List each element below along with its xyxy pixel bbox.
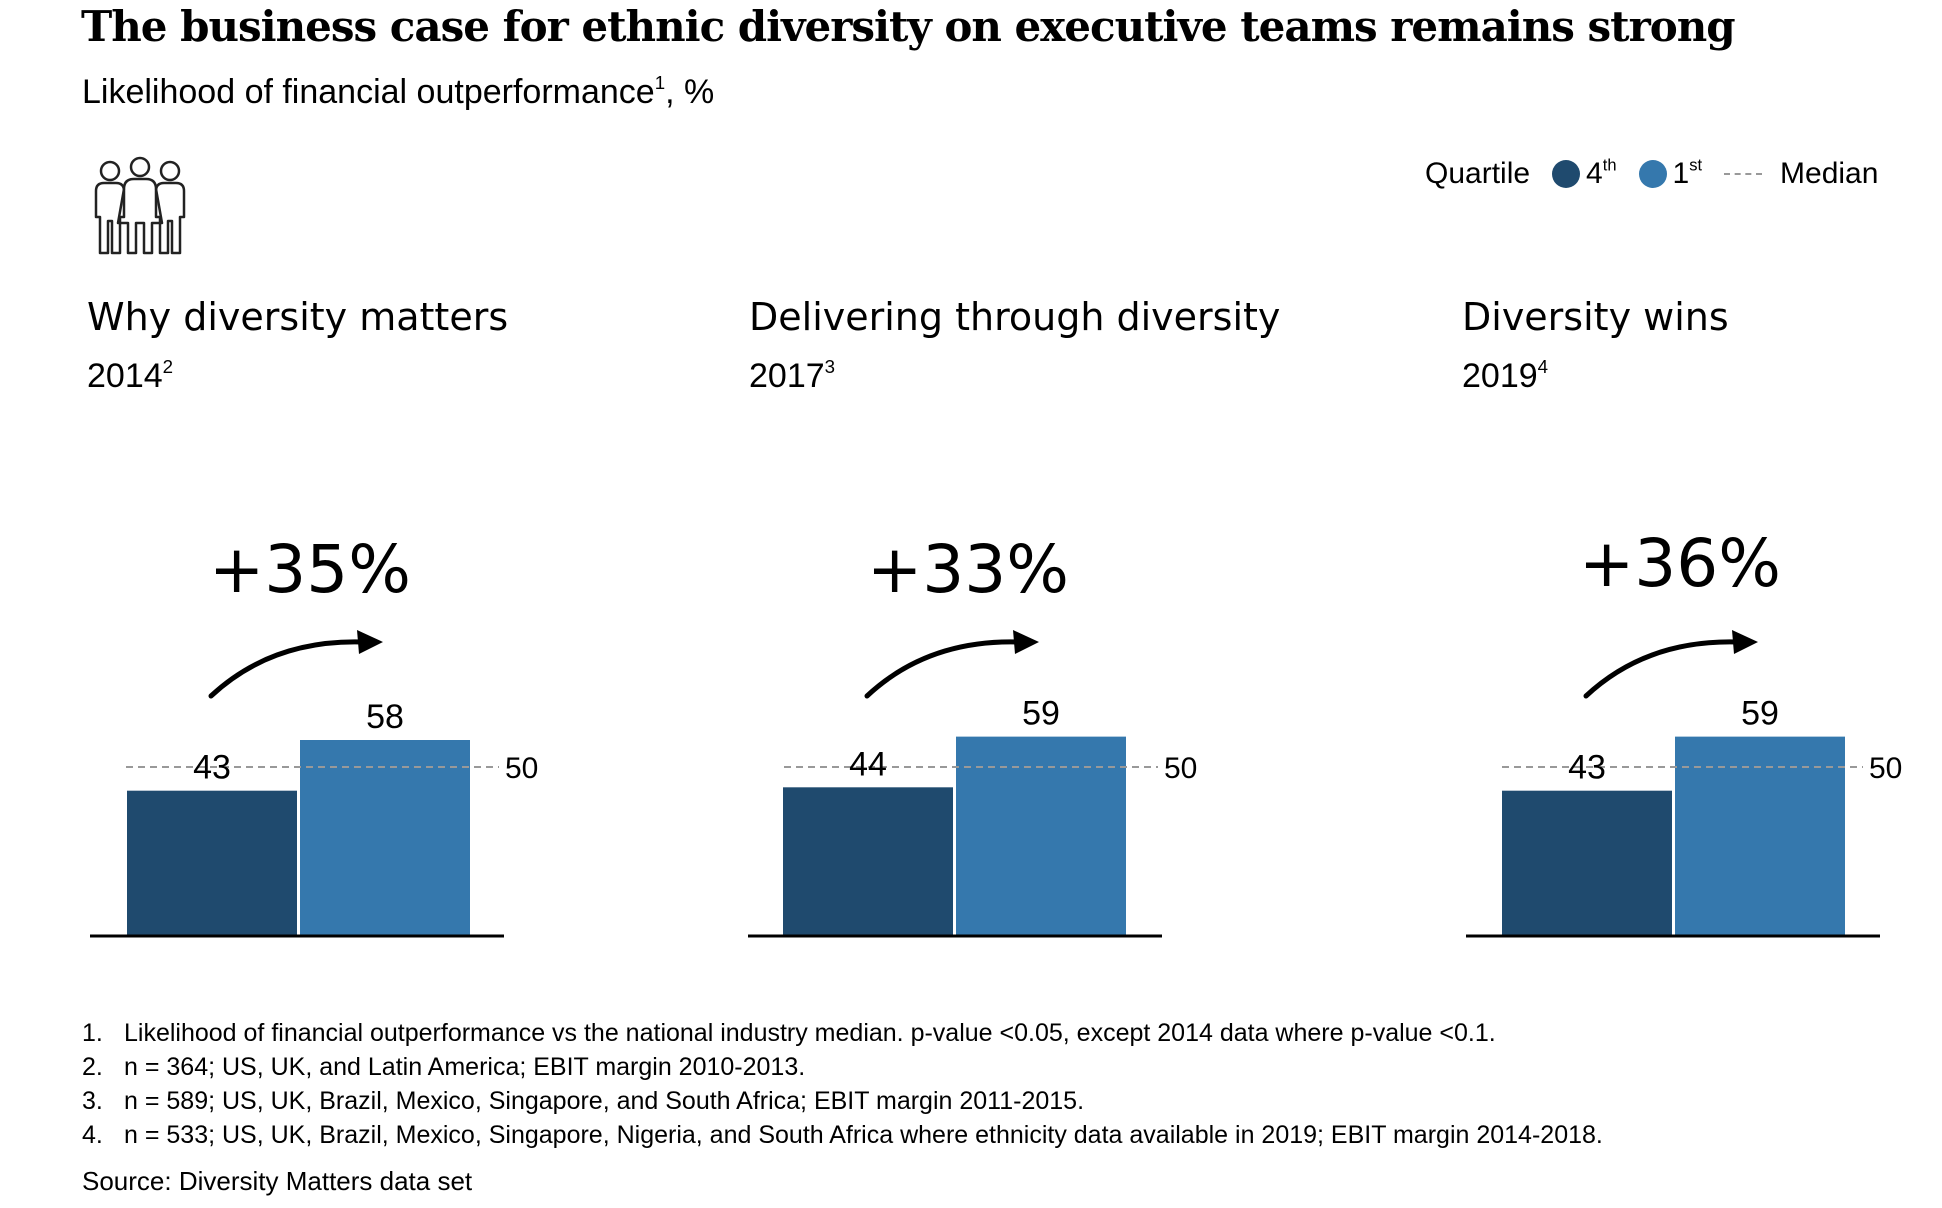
panel-title-2017: Delivering through diversity [749,295,1281,339]
value-label-4th-2019: 43 [1568,749,1606,787]
uplift-arrowhead-2019 [1732,630,1758,654]
footnotes: 1. Likelihood of financial outperformance… [82,1016,1603,1152]
people-group-icon [94,156,186,255]
source-note: Source: Diversity Matters data set [82,1166,473,1196]
bar-4th-quartile-2014 [127,790,297,936]
legend-text-4th: 4th [1586,156,1617,190]
uplift-2019: +36% [1579,525,1781,602]
legend-label: Quartile [1425,157,1531,190]
legend-text-1st: 1st [1672,156,1703,190]
uplift-arrowhead-2014 [357,630,383,654]
legend-swatch-1st [1638,160,1667,188]
bar-1st-quartile-2019 [1675,736,1845,936]
median-label-2019: 50 [1869,752,1902,785]
panel-year-2017: 20173 [749,355,836,395]
legend: Quartile 4th 1st Median [1425,152,1900,196]
uplift-arrow-2014 [208,639,364,699]
legend-swatch-4th [1552,160,1581,188]
legend-item-median: Median [1724,157,1878,191]
subtitle-suffix: , % [665,73,715,111]
bar-1st-quartile-2014 [300,740,470,936]
uplift-2017: +33% [867,531,1069,608]
chart-title: The business case for ethnic diversity o… [81,2,1736,51]
bar-charts: 50 43 58 50 44 59 50 43 59 [90,630,1902,938]
subtitle-footnote-ref: 1 [654,71,666,93]
value-label-1st-2019: 59 [1741,695,1779,733]
panel-title-2019: Diversity wins [1462,295,1729,339]
value-label-1st-2017: 59 [1022,695,1060,733]
bar-4th-quartile-2019 [1502,790,1672,936]
chart-subtitle: Likelihood of financial outperformance1,… [82,70,714,114]
value-label-4th-2017: 44 [849,745,887,783]
uplift-arrowhead-2017 [1013,630,1039,654]
footnote-4: 4. n = 533; US, UK, Brazil, Mexico, Singa… [82,1121,1603,1149]
legend-item-1st: 1st [1638,156,1703,191]
bar-1st-quartile-2017 [956,736,1126,936]
footnote-3: 3. n = 589; US, UK, Brazil, Mexico, Singa… [82,1087,1085,1115]
footnote-2: 2. n = 364; US, UK, and Latin America; EB… [82,1053,806,1081]
uplift-2014: +35% [209,531,411,608]
footnote-1: 1. Likelihood of financial outperformance… [82,1019,1496,1047]
uplift-arrow-2019 [1583,639,1739,699]
legend-swatch-median [1724,173,1763,175]
median-label-2014: 50 [505,752,538,785]
panel-year-2014: 20142 [87,355,174,395]
panel-year-2019: 20194 [1462,355,1549,395]
legend-text-median: Median [1780,157,1879,190]
median-label-2017: 50 [1164,752,1197,785]
value-label-1st-2014: 58 [366,698,404,736]
legend-item-4th: 4th [1552,156,1617,191]
value-label-4th-2014: 43 [193,749,231,787]
uplift-arrow-2017 [864,639,1020,699]
subtitle-text: Likelihood of financial outperformance [82,73,655,111]
bar-4th-quartile-2017 [783,787,953,936]
panel-title-2014: Why diversity matters [87,295,509,339]
